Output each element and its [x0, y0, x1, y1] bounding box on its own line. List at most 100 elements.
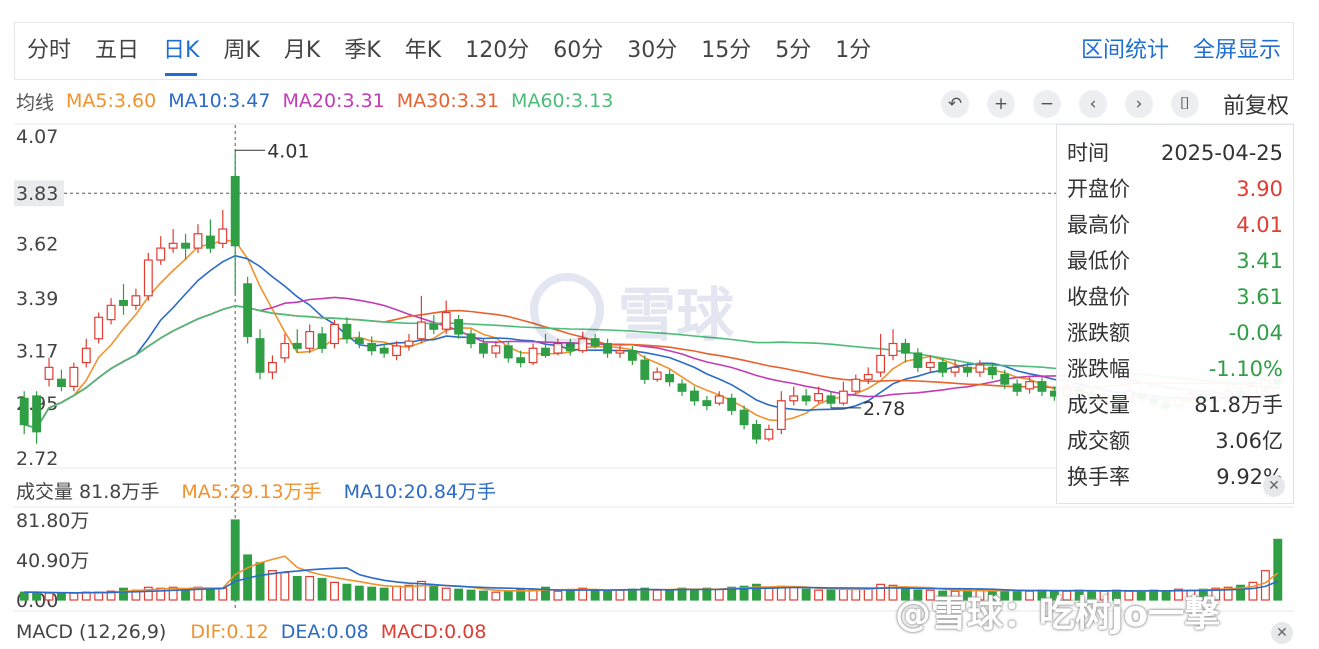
macd-value: MACD:0.08 — [380, 621, 487, 643]
info-row: 成交额 3.06亿 — [1067, 423, 1283, 459]
volume-bar — [267, 570, 277, 601]
candle-body — [516, 357, 526, 364]
info-value: 81.8万手 — [1194, 393, 1283, 417]
info-row: 时间 2025-04-25 — [1067, 135, 1283, 171]
candle-body — [541, 347, 550, 357]
info-value: 3.06亿 — [1215, 429, 1283, 453]
volume-bar — [1223, 586, 1233, 601]
ma-legend-item: MA5:3.60 — [66, 90, 157, 112]
volume-bar — [330, 581, 339, 601]
fullscreen-link[interactable]: 全屏显示 — [1192, 38, 1281, 63]
volume-bar — [1174, 588, 1183, 601]
candle-body — [950, 366, 960, 373]
volume-bar — [590, 589, 600, 601]
volume-ma-line — [24, 567, 1279, 594]
candle-body — [181, 242, 191, 249]
tab-2[interactable]: 日K — [151, 23, 211, 79]
volume-bar — [528, 589, 538, 601]
volume-bar — [441, 587, 451, 601]
volume-bar — [119, 587, 128, 601]
volume-bar — [789, 586, 799, 601]
candle-body — [342, 323, 352, 340]
candle-icon[interactable]: ⌷ — [1170, 90, 1199, 118]
info-row: 成交量 81.8万手 — [1067, 387, 1283, 423]
info-key: 涨跌额 — [1067, 321, 1130, 345]
volume-bar — [255, 562, 265, 601]
candle-body — [44, 366, 54, 380]
tab-5[interactable]: 季K — [344, 38, 381, 63]
volume-bar — [404, 584, 414, 601]
info-value: -0.04 — [1228, 321, 1283, 345]
candle-body — [925, 361, 935, 368]
zoom-in-icon[interactable]: + — [986, 90, 1015, 118]
candle-body — [1000, 373, 1010, 385]
volume-bar — [925, 589, 935, 601]
volume-bar — [168, 586, 178, 601]
volume-bar — [292, 575, 302, 601]
volume-bar — [838, 588, 848, 601]
macd-label: MACD (12,26,9) — [16, 621, 167, 643]
tab-3[interactable]: 周K — [223, 38, 260, 63]
candle-body — [975, 364, 985, 373]
undo-icon[interactable]: ↶ — [940, 90, 969, 118]
tab-1[interactable]: 五日 — [95, 38, 140, 63]
info-key: 换手率 — [1067, 465, 1130, 489]
volume-bar — [342, 583, 352, 601]
volume-bar — [888, 584, 898, 601]
candle-body — [156, 247, 166, 261]
volume-bar — [764, 587, 774, 601]
adjust-dropdown[interactable]: 前复权 — [1222, 94, 1289, 119]
tab-7[interactable]: 120分 — [465, 38, 530, 63]
volume-bar — [491, 591, 501, 601]
candle-body — [987, 366, 997, 376]
prev-icon[interactable]: ‹ — [1078, 90, 1107, 118]
macd-close-icon[interactable]: ✕ — [1271, 622, 1293, 644]
volume-bar — [454, 588, 464, 601]
watermark-text: 雪球 — [618, 281, 735, 349]
candle-body — [665, 373, 675, 383]
range-stats-link[interactable]: 区间统计 — [1080, 38, 1169, 63]
tab-6[interactable]: 年K — [404, 38, 442, 63]
tab-12[interactable]: 1分 — [835, 38, 872, 63]
volume-bar — [826, 589, 836, 601]
candle-body — [205, 235, 215, 249]
volume-bar — [627, 588, 637, 601]
price-tick-label: 3.83 — [16, 183, 58, 205]
candle-body — [739, 409, 749, 426]
crosshair-price-bg — [14, 180, 64, 207]
candle-body — [677, 383, 687, 392]
volume-bar — [752, 583, 761, 601]
info-close-icon[interactable]: ✕ — [1263, 475, 1285, 497]
macd-legend: MACD (12,26,9) DIF:0.12 DEA:0.08 MACD:0.… — [16, 619, 486, 645]
volume-bar — [181, 588, 191, 601]
volume-bar — [392, 585, 402, 601]
next-icon[interactable]: › — [1124, 90, 1153, 118]
tab-9[interactable]: 30分 — [627, 38, 678, 63]
candle-body — [689, 390, 699, 402]
zoom-out-icon[interactable]: − — [1032, 90, 1061, 118]
candle-body — [702, 400, 712, 407]
candle-body — [603, 342, 613, 354]
tab-0[interactable]: 分时 — [27, 38, 72, 63]
candle-body — [243, 283, 253, 337]
volume-bar — [1236, 584, 1246, 601]
tab-11[interactable]: 5分 — [775, 38, 812, 63]
candle-body — [56, 378, 66, 388]
volume-bar — [416, 580, 426, 601]
volume-bar — [801, 588, 811, 601]
candle-body — [305, 330, 315, 349]
info-key: 成交额 — [1067, 429, 1130, 453]
tab-8[interactable]: 60分 — [553, 38, 604, 63]
tab-4[interactable]: 月K — [283, 38, 321, 63]
volume-bar — [615, 589, 625, 601]
candle-body — [317, 333, 327, 349]
candle-body — [230, 175, 240, 247]
candle-body — [776, 400, 786, 430]
info-key: 涨跌幅 — [1067, 357, 1130, 381]
volume-label: 成交量 81.8万手 — [16, 480, 160, 503]
tab-10[interactable]: 15分 — [701, 38, 752, 63]
candle-body — [491, 345, 501, 354]
volume-bar — [429, 585, 439, 601]
candle-body — [454, 319, 464, 335]
